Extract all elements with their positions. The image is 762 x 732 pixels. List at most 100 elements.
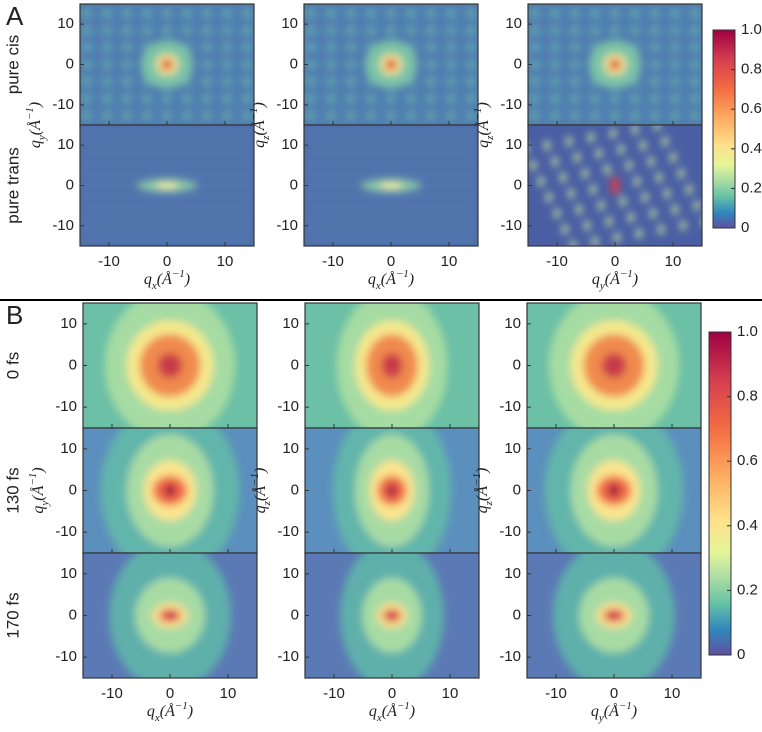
spot [222,59,232,70]
row-label: 170 fs [3,592,22,638]
spot [446,76,456,87]
spot [122,76,132,87]
y-tick-label: 0 [290,176,298,193]
x-tick-label: -10 [323,685,345,702]
spot [142,8,152,19]
spot [570,8,580,19]
spot [610,110,620,121]
spot [202,8,212,19]
label-part: −1 [27,473,39,486]
spot [366,8,376,19]
colorbar-tick-label: 1.0 [741,21,762,38]
spot [664,188,670,199]
stripe [80,128,254,133]
label-part: −1 [248,108,260,121]
spot [588,132,594,143]
y-tick-label: 10 [281,136,298,153]
spot [306,76,316,87]
label-part: z [484,135,496,141]
label-part: −1 [471,473,483,486]
heatmap-layers [306,8,476,121]
label-part: −1 [620,268,633,280]
symbol: q [369,703,377,720]
spot [406,8,416,19]
spot [530,59,540,70]
spot [628,212,634,223]
spot [618,144,624,155]
symbol: q [147,703,155,720]
label-part: −1 [472,108,484,121]
heatmap [305,428,479,553]
y-tick-label: 0 [291,606,299,623]
spot [426,8,436,19]
spot [466,8,476,19]
spot [162,25,172,36]
symbol: q [474,505,491,513]
spot [346,76,356,87]
spot [690,59,700,70]
spot [102,93,112,104]
spot [550,93,560,104]
x-tick-label: -10 [545,685,567,702]
heatmap [527,428,701,553]
spot [306,93,316,104]
symbol: q [252,505,269,513]
spot [242,25,252,36]
heatmap [80,125,254,246]
label-part: ) [632,271,638,288]
spot [306,59,316,70]
y-tick-label: 0 [513,481,521,498]
spot [650,42,660,53]
spot [610,128,616,139]
spot [690,110,700,121]
spot [466,93,476,104]
spot [346,8,356,19]
spot [102,8,112,19]
spot [530,42,540,53]
y-tick-label: -10 [499,523,521,540]
spot [242,110,252,121]
spot [570,59,580,70]
stripe [304,161,478,166]
spot [570,93,580,104]
spot [650,25,660,36]
spot [650,110,660,121]
stripe [80,161,254,166]
spot [386,110,396,121]
y-tick-label: 0 [291,356,299,373]
spot [550,8,560,19]
y-tick-label: 0 [290,55,298,72]
spot [182,25,192,36]
spot [466,42,476,53]
spot [566,136,572,147]
spot [568,188,574,199]
label-part: −1 [172,268,185,280]
spot [530,93,540,104]
spot [346,93,356,104]
spot [590,184,596,195]
spot [446,93,456,104]
label-part: (Å [251,486,269,501]
y-tick-label: 10 [504,440,521,457]
label-part: y [39,501,51,507]
spot [466,25,476,36]
spot [222,93,232,104]
spot [522,145,528,155]
label-part: (Å [29,485,47,500]
y-tick-label: 0 [514,176,522,193]
blob [383,609,401,622]
heatmap [305,553,479,678]
heatmap-layers [109,553,231,678]
spot [590,8,600,19]
spot [538,176,544,187]
spot [242,8,252,19]
spot [678,168,684,179]
y-tick-label: 10 [281,15,298,32]
spot [574,152,580,163]
label-part: (Å [157,270,172,288]
spot [326,25,336,36]
y-tick-label: 10 [504,565,521,582]
colorbar-tick-label: 0.4 [741,140,762,157]
spot [366,110,376,121]
label-part: ) [251,102,268,108]
